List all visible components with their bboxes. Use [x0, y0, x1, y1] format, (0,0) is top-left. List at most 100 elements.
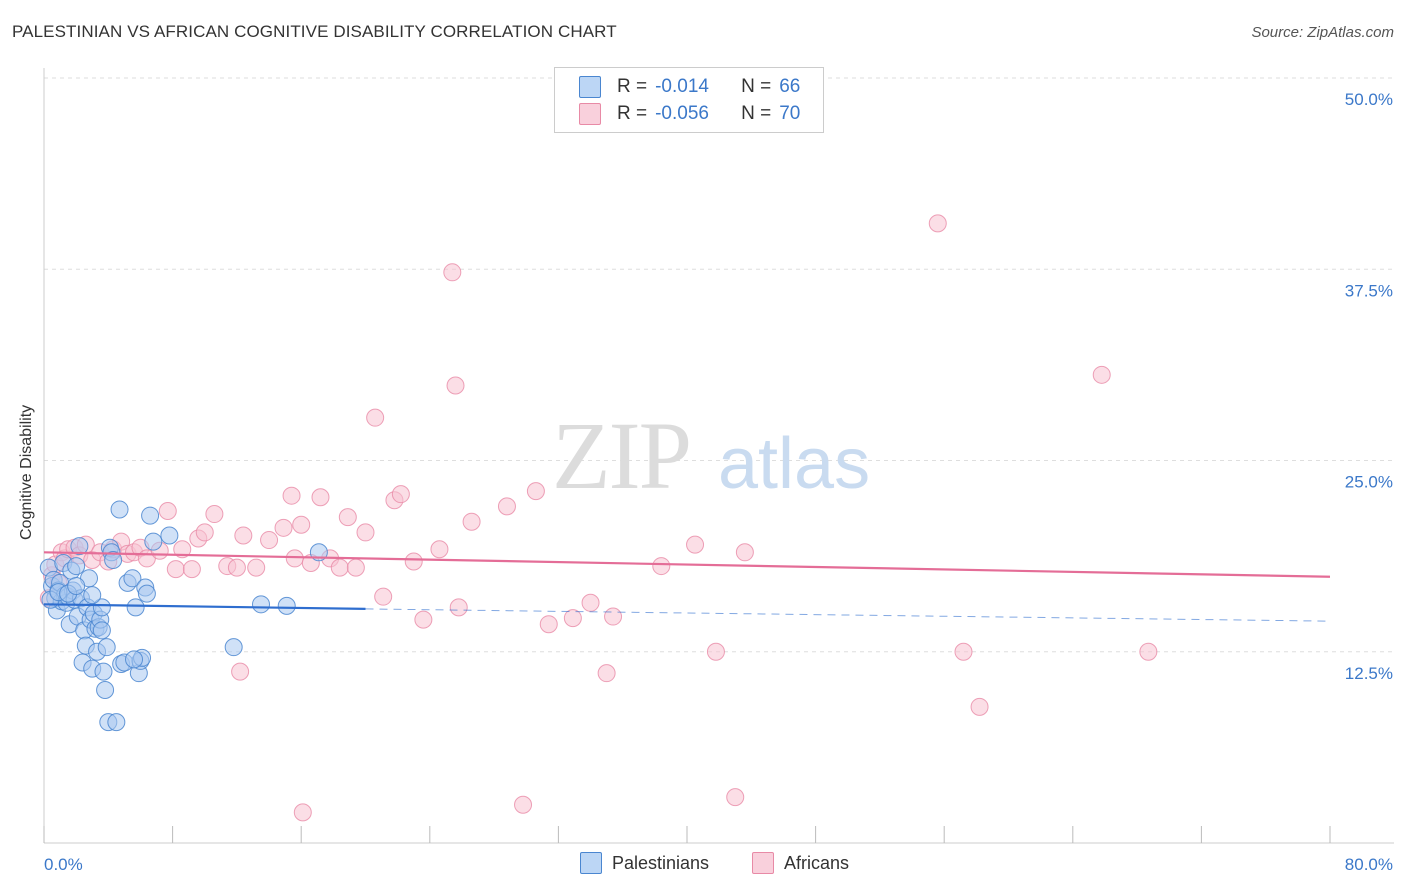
legend-n-value-africans: 70	[779, 103, 801, 124]
legend-swatch-africans	[579, 103, 601, 125]
y-tick-label: 25.0%	[1345, 473, 1393, 492]
africans-point	[231, 662, 250, 681]
africans-point	[706, 642, 725, 661]
palestinians-point	[125, 650, 144, 669]
palestinians-trend-extension	[365, 608, 1331, 622]
legend-n-label: N =	[741, 103, 772, 124]
palestinians-point	[107, 713, 126, 732]
palestinians-points	[39, 500, 328, 732]
palestinians-point	[70, 537, 89, 556]
africans-point	[158, 501, 177, 520]
palestinians-point	[92, 621, 111, 640]
africans-point	[205, 505, 224, 524]
watermark: ZIP atlas	[552, 402, 870, 509]
africans-point	[928, 214, 947, 233]
africans-point	[274, 518, 293, 537]
africans-point	[514, 795, 533, 814]
y-tick-label: 37.5%	[1345, 281, 1393, 300]
africans-point	[356, 523, 375, 542]
legend-r-value-africans: -0.056	[655, 103, 709, 124]
palestinians-point	[104, 550, 123, 569]
africans-points	[39, 214, 1158, 822]
africans-point	[404, 552, 423, 571]
africans-point	[652, 557, 671, 576]
africans-point	[182, 560, 201, 579]
africans-point	[247, 558, 266, 577]
africans-point	[292, 515, 311, 534]
legend-n-label: N =	[741, 76, 772, 97]
africans-point	[735, 543, 754, 562]
palestinians-point	[252, 595, 271, 614]
bottom-legend-africans: Africans	[752, 852, 849, 874]
legend-r-label: R =	[617, 103, 648, 124]
correlation-legend: R = -0.014 N = 66 R = -0.056 N = 70	[554, 67, 824, 133]
africans-point	[330, 558, 349, 577]
y-tick-label: 12.5%	[1345, 664, 1393, 683]
trend-lines	[43, 551, 1331, 622]
africans-point	[293, 803, 312, 822]
africans-point	[234, 526, 253, 545]
africans-point	[166, 560, 185, 579]
africans-point	[430, 540, 449, 559]
watermark-atlas: atlas	[718, 424, 870, 504]
palestinians-point	[277, 596, 296, 615]
tick-labels: 12.5% 25.0% 37.5% 50.0% 0.0% 80.0%	[44, 90, 1393, 874]
palestinians-point	[141, 506, 160, 525]
bottom-legend-label-palestinians: Palestinians	[612, 852, 710, 873]
africans-point	[346, 558, 365, 577]
bottom-legend-swatch-africans	[752, 852, 774, 874]
africans-point	[1092, 365, 1111, 384]
africans-point	[374, 587, 393, 606]
x-tick-label: 0.0%	[44, 855, 83, 874]
africans-point	[173, 540, 192, 559]
palestinians-point	[224, 638, 243, 657]
palestinians-point	[123, 569, 142, 588]
africans-point	[285, 549, 304, 568]
africans-point	[338, 508, 357, 527]
bottom-legend-swatch-palestinians	[580, 852, 602, 874]
chart-title: PALESTINIAN VS AFRICAN COGNITIVE DISABIL…	[12, 22, 617, 41]
africans-point	[970, 697, 989, 716]
africans-point	[311, 488, 330, 507]
palestinians-point	[67, 557, 86, 576]
legend-r-label: R =	[617, 76, 648, 97]
x-tick-label: 80.0%	[1345, 855, 1393, 874]
palestinians-point	[160, 526, 179, 545]
africans-point	[260, 531, 279, 550]
africans-point	[391, 485, 410, 504]
africans-point	[1139, 642, 1158, 661]
legend-swatch-palestinians	[579, 76, 601, 98]
africans-point	[539, 615, 558, 634]
palestinians-point	[94, 662, 113, 681]
legend-row-africans: R = -0.056 N = 70	[579, 101, 800, 127]
source-label: Source: ZipAtlas.com	[1251, 24, 1394, 41]
africans-point	[282, 486, 301, 505]
africans-point	[597, 664, 616, 683]
africans-point	[563, 609, 582, 628]
axes	[43, 68, 1394, 844]
watermark-zip: ZIP	[552, 402, 690, 509]
africans-point	[195, 523, 214, 542]
legend-r-value-palestinians: -0.014	[655, 76, 709, 97]
palestinians-point	[97, 638, 116, 657]
africans-point	[227, 558, 246, 577]
africans-point	[462, 512, 481, 531]
bottom-legend-label-africans: Africans	[784, 852, 850, 873]
africans-point	[497, 497, 516, 516]
africans-trend-line	[43, 551, 1331, 578]
palestinians-point	[83, 586, 102, 605]
africans-point	[526, 482, 545, 501]
africans-point	[686, 535, 705, 554]
palestinians-trend-line	[43, 603, 366, 611]
palestinians-point	[126, 598, 145, 617]
africans-point	[581, 593, 600, 612]
africans-point	[366, 408, 385, 427]
palestinians-point	[137, 584, 156, 603]
africans-point	[449, 598, 468, 617]
legend-row-palestinians: R = -0.014 N = 66	[579, 74, 800, 100]
y-tick-label: 50.0%	[1345, 90, 1393, 109]
africans-point	[726, 788, 745, 807]
bottom-legend-palestinians: Palestinians	[580, 852, 709, 874]
palestinians-point	[144, 532, 163, 551]
